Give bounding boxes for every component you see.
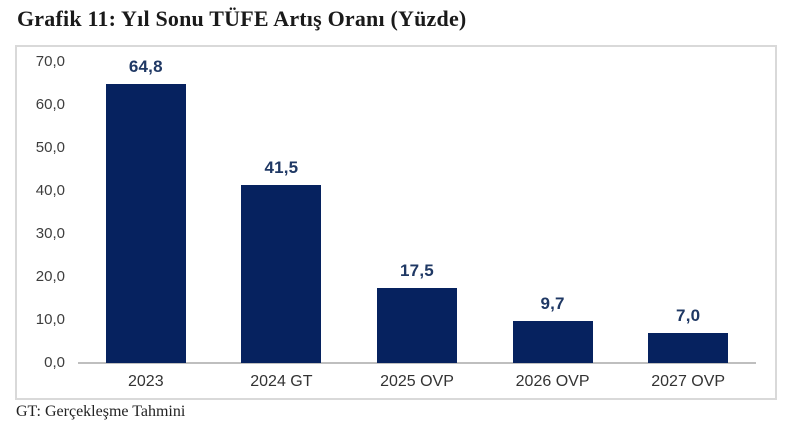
bar-slot: 41,5 2024 GT: [214, 62, 350, 390]
y-tick-label: 10,0: [35, 311, 65, 328]
y-tick-label: 40,0: [35, 182, 65, 199]
plot-area: 64,8 2023 41,5 2024 GT 17,5 2025 OVP 9,7 2026 O…: [78, 57, 756, 390]
y-tick-label: 0,0: [44, 354, 65, 371]
x-tick-label: 2024 GT: [250, 373, 313, 390]
y-tick-label: 30,0: [35, 225, 65, 242]
bar: [241, 184, 322, 363]
chart-panel: 0,0 10,0 20,0 30,0 40,0 50,0 60,0 70,0 64,8 2023…: [15, 45, 777, 400]
chart-title: Grafik 11: Yıl Sonu TÜFE Artış Oranı (Yü…: [17, 6, 467, 31]
bar-slot: 9,7 2026 OVP: [485, 62, 621, 390]
x-axis-line: [78, 362, 756, 364]
y-tick-label: 20,0: [35, 268, 65, 285]
bar-value-label: 7,0: [676, 305, 701, 325]
bar: [648, 332, 729, 363]
bar-value-label: 64,8: [128, 57, 163, 77]
x-tick-label: 2025 OVP: [380, 373, 454, 390]
bar: [105, 84, 186, 363]
x-tick-label: 2026 OVP: [515, 373, 590, 390]
x-tick-label: 2023: [128, 373, 164, 390]
bar-slot: 64,8 2023: [78, 57, 214, 390]
bar-value-label: 17,5: [400, 260, 434, 280]
y-axis: 0,0 10,0 20,0 30,0 40,0 50,0 60,0 70,0: [17, 47, 65, 398]
bar: [512, 321, 593, 363]
bar-value-label: 9,7: [540, 294, 565, 314]
y-tick-label: 60,0: [35, 96, 65, 113]
bar-slot: 17,5 2025 OVP: [349, 62, 485, 390]
y-tick-label: 70,0: [35, 53, 65, 70]
bar: [376, 287, 457, 363]
bar-slot: 7,0 2027 OVP: [620, 62, 756, 390]
bar-value-label: 41,5: [264, 157, 299, 177]
y-tick-label: 50,0: [35, 139, 65, 156]
x-tick-label: 2027 OVP: [651, 373, 726, 390]
footnote: GT: Gerçekleşme Tahmini: [16, 403, 186, 420]
